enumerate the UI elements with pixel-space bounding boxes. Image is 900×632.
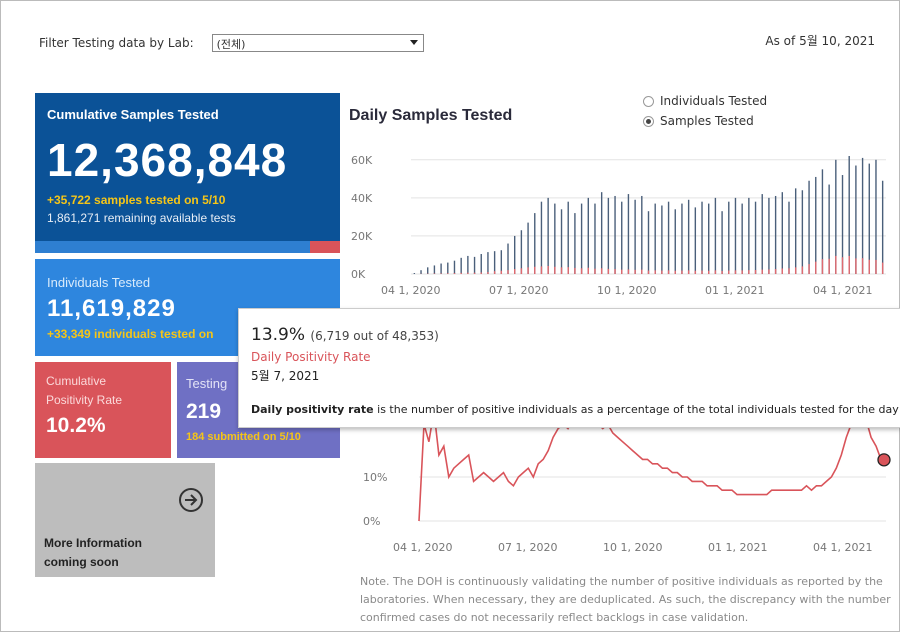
note-line1: Note. The DOH is continuously validating… bbox=[360, 575, 883, 588]
labs-value: 219 bbox=[186, 400, 222, 423]
line-xtick-label: 07 1, 2020 bbox=[498, 541, 557, 554]
tooltip-pct: 13.9% bbox=[251, 325, 306, 345]
bar-ytick-label: 20K bbox=[351, 230, 373, 243]
samples-tile: Cumulative Samples Tested 12,368,848 +35… bbox=[35, 93, 340, 253]
lab-filter-select[interactable]: (전체) bbox=[211, 34, 424, 52]
samples-progress-fill bbox=[310, 241, 340, 253]
samples-value: 12,368,848 bbox=[47, 134, 288, 186]
radio-samples-button[interactable] bbox=[643, 115, 654, 127]
line-xtick-label: 01 1, 2021 bbox=[708, 541, 767, 554]
tooltip-date: 5월 7, 2021 bbox=[251, 369, 320, 383]
bar-xtick-label: 04 1, 2021 bbox=[813, 284, 872, 297]
radio-individuals-button[interactable] bbox=[643, 95, 654, 107]
more-info-line2: coming soon bbox=[44, 555, 119, 569]
more-info-tile[interactable]: More Information coming soon bbox=[35, 463, 215, 577]
tooltip-rate: 13.9% (6,719 out of 48,353) bbox=[251, 325, 439, 345]
tooltip-counts: (6,719 out of 48,353) bbox=[310, 329, 439, 343]
individuals-title: Individuals Tested bbox=[47, 275, 151, 290]
line-ytick-label: 0% bbox=[363, 515, 380, 528]
positivity-tile: Cumulative Positivity Rate 10.2% bbox=[35, 362, 171, 458]
line-ytick-label: 10% bbox=[363, 471, 387, 484]
more-info-text: More Information coming soon bbox=[44, 534, 142, 572]
validation-note: Note. The DOH is continuously validating… bbox=[360, 573, 900, 627]
samples-remaining: 1,861,271 remaining available tests bbox=[47, 211, 236, 225]
positivity-line[interactable] bbox=[418, 421, 886, 522]
positivity-label-line1: Cumulative bbox=[46, 374, 107, 388]
individuals-tile: Individuals Tested 11,619,829 +33,349 in… bbox=[35, 259, 340, 356]
samples-title: Cumulative Samples Tested bbox=[47, 107, 219, 122]
line-xtick-label: 04 1, 2020 bbox=[393, 541, 452, 554]
filter-row: Filter Testing data by Lab: (전체) bbox=[39, 34, 424, 52]
tooltip-desc-rest: is the number of positive individuals as… bbox=[373, 403, 899, 416]
individuals-value: 11,619,829 bbox=[47, 295, 176, 322]
bar-xtick-label: 07 1, 2020 bbox=[489, 284, 548, 297]
tooltip-desc-bold: Daily positivity rate bbox=[251, 403, 374, 416]
arrow-right-circle-icon[interactable] bbox=[179, 488, 203, 512]
tooltip-metric: Daily Positivity Rate bbox=[251, 350, 371, 364]
labs-label: Testing bbox=[186, 376, 228, 391]
note-line2: laboratories. When necessary, they are d… bbox=[360, 593, 891, 606]
as-of-date: As of 5월 10, 2021 bbox=[765, 34, 875, 48]
daily-chart-title: Daily Samples Tested bbox=[349, 107, 513, 124]
highlight-point[interactable] bbox=[877, 453, 891, 467]
note-line3: confirmed cases do not necessarily refle… bbox=[360, 611, 749, 624]
individuals-delta: +33,349 individuals tested on bbox=[47, 327, 214, 341]
samples-progress-bar bbox=[35, 241, 340, 253]
positivity-value: 10.2% bbox=[46, 414, 106, 437]
radio-samples-label[interactable]: Samples Tested bbox=[660, 114, 754, 128]
samples-delta: +35,722 samples tested on 5/10 bbox=[47, 193, 226, 207]
positivity-label: Cumulative Positivity Rate bbox=[46, 372, 122, 410]
radio-individuals-label[interactable]: Individuals Tested bbox=[660, 94, 768, 108]
positivity-label-line2: Positivity Rate bbox=[46, 393, 123, 407]
bar-ytick-label: 60K bbox=[351, 154, 373, 167]
lab-filter-value: (전체) bbox=[216, 38, 246, 51]
bar-ytick-label: 40K bbox=[351, 192, 373, 205]
line-xtick-label: 04 1, 2021 bbox=[813, 541, 872, 554]
positivity-tooltip: 13.9% (6,719 out of 48,353) Daily Positi… bbox=[238, 308, 900, 428]
more-info-line1: More Information bbox=[44, 536, 142, 550]
bar-xtick-label: 10 1, 2020 bbox=[597, 284, 656, 297]
radio-individuals[interactable]: Individuals Tested bbox=[643, 91, 767, 111]
bar-xtick-label: 01 1, 2021 bbox=[705, 284, 764, 297]
metric-toggle: Individuals Tested Samples Tested bbox=[643, 91, 767, 131]
filter-label: Filter Testing data by Lab: bbox=[39, 36, 194, 50]
bar-xtick-label: 04 1, 2020 bbox=[381, 284, 440, 297]
labs-submitted: 184 submitted on 5/10 bbox=[186, 431, 301, 443]
daily-samples-chart[interactable]: 60K 40K 20K 0K 04 1, 2020 07 1, 2020 10 1, 20… bbox=[341, 141, 900, 301]
positivity-line-chart[interactable]: 10% 0% 04 1, 2020 07 1, 2020 10 1, 2020 01 1… bbox=[341, 421, 900, 561]
line-xtick-label: 10 1, 2020 bbox=[603, 541, 662, 554]
radio-samples[interactable]: Samples Tested bbox=[643, 111, 767, 131]
chevron-down-icon[interactable] bbox=[409, 40, 418, 45]
bar-ytick-label: 0K bbox=[351, 268, 366, 281]
tooltip-description: Daily positivity rate is the number of p… bbox=[251, 403, 899, 416]
